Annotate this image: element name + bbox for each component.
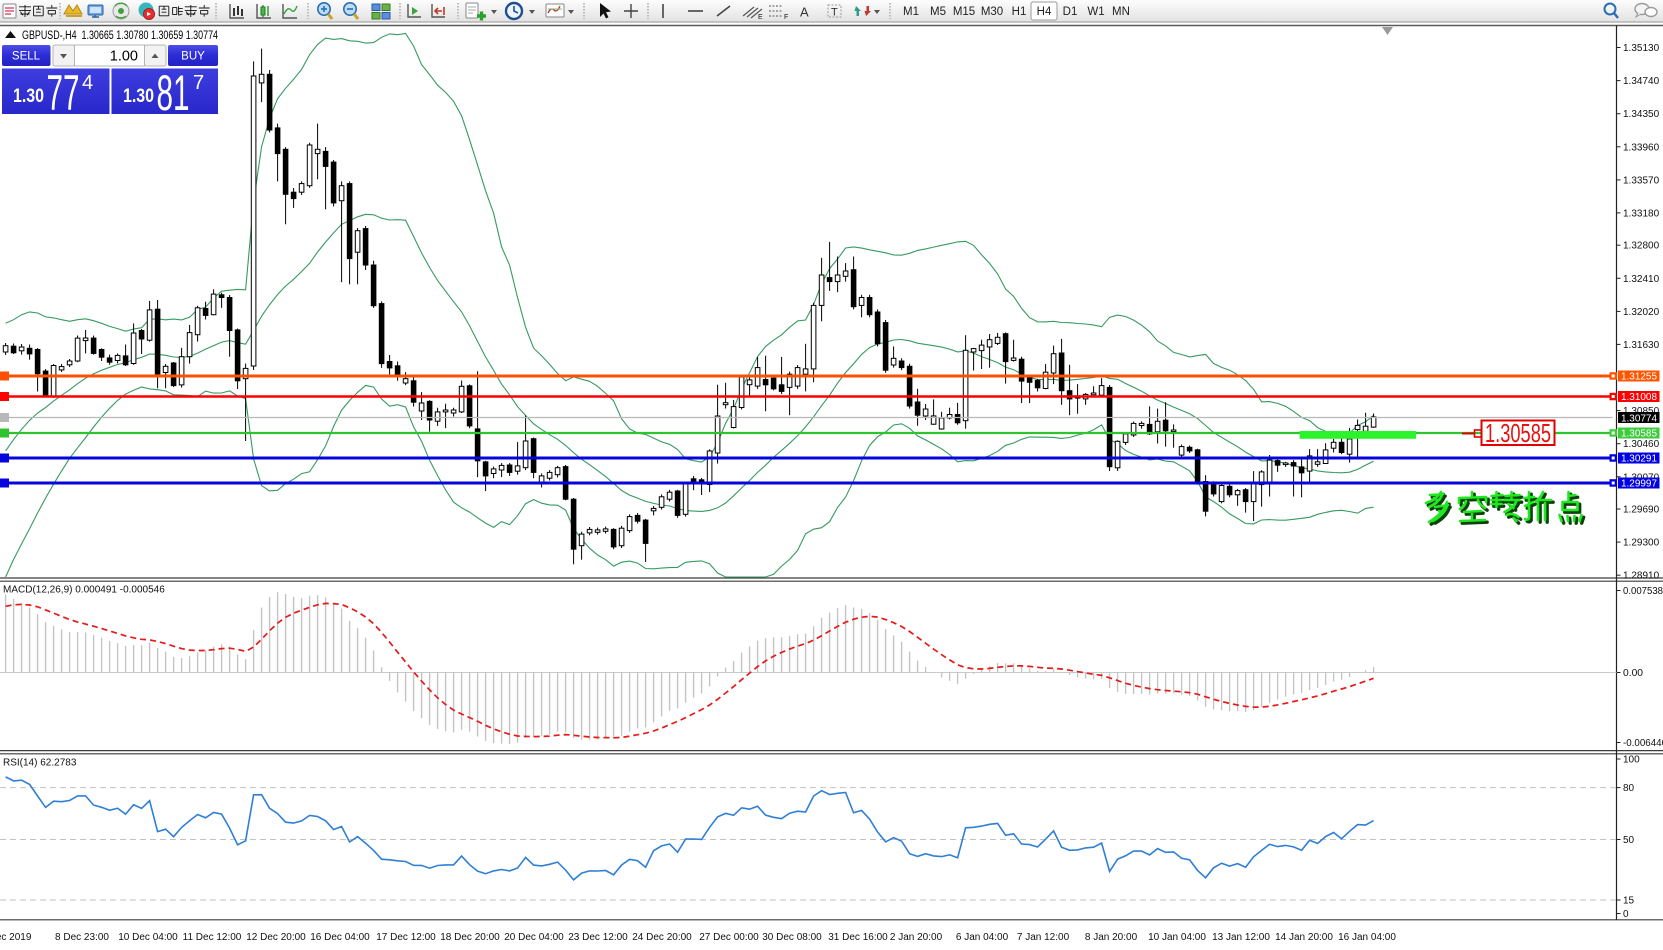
svg-text:77: 77 (47, 65, 80, 121)
svg-text:11 Dec 12:00: 11 Dec 12:00 (183, 932, 242, 943)
svg-text:16 Jan 04:00: 16 Jan 04:00 (1338, 932, 1396, 943)
svg-text:A: A (800, 5, 809, 20)
svg-text:6 Jan 04:00: 6 Jan 04:00 (956, 932, 1009, 943)
svg-text:Dec 2019: Dec 2019 (0, 932, 32, 943)
svg-text:15: 15 (1623, 896, 1635, 907)
svg-text:20 Dec 04:00: 20 Dec 04:00 (504, 932, 564, 943)
svg-text:H1: H1 (1012, 6, 1027, 18)
svg-text:1.33960: 1.33960 (1623, 142, 1660, 153)
svg-text:1.35130: 1.35130 (1623, 43, 1660, 54)
svg-text:1.33570: 1.33570 (1623, 175, 1660, 186)
svg-text:1.29997: 1.29997 (1621, 479, 1657, 490)
svg-text:7 Jan 12:00: 7 Jan 12:00 (1017, 932, 1070, 943)
svg-text:RSI(14) 62.2783: RSI(14) 62.2783 (3, 758, 77, 769)
svg-text:1.30774: 1.30774 (1621, 414, 1657, 425)
svg-text:0: 0 (1623, 909, 1629, 920)
svg-text:1.30291: 1.30291 (1621, 454, 1657, 465)
svg-text:1.29300: 1.29300 (1623, 538, 1660, 549)
svg-text:10 Dec 04:00: 10 Dec 04:00 (118, 932, 178, 943)
svg-text:H4: H4 (1037, 6, 1052, 18)
svg-text:81: 81 (157, 65, 190, 121)
svg-text:1.33180: 1.33180 (1623, 208, 1660, 219)
svg-text:16 Dec 04:00: 16 Dec 04:00 (310, 932, 370, 943)
svg-text:SELL: SELL (12, 51, 41, 63)
svg-text:1.32800: 1.32800 (1623, 241, 1660, 252)
svg-text:MN: MN (1112, 6, 1130, 18)
svg-text:8 Jan 20:00: 8 Jan 20:00 (1085, 932, 1138, 943)
svg-text:8 Dec 23:00: 8 Dec 23:00 (55, 932, 109, 943)
svg-text:1.32020: 1.32020 (1623, 307, 1660, 318)
svg-text:0.00: 0.00 (1623, 668, 1643, 679)
svg-text:M5: M5 (930, 6, 946, 18)
svg-text:-0.006446: -0.006446 (1623, 738, 1663, 749)
svg-text:17 Dec 12:00: 17 Dec 12:00 (376, 932, 436, 943)
svg-text:7: 7 (193, 72, 204, 94)
svg-text:1.30850: 1.30850 (1623, 406, 1660, 417)
svg-text:M15: M15 (953, 6, 975, 18)
svg-text:24 Dec 20:00: 24 Dec 20:00 (632, 932, 692, 943)
svg-text:F: F (784, 14, 788, 21)
svg-text:1.30: 1.30 (123, 86, 154, 107)
svg-text:T: T (831, 7, 838, 19)
svg-text:27 Dec 00:00: 27 Dec 00:00 (699, 932, 759, 943)
svg-text:13 Jan 12:00: 13 Jan 12:00 (1212, 932, 1270, 943)
svg-text:1.32410: 1.32410 (1623, 274, 1660, 285)
svg-text:10 Jan 04:00: 10 Jan 04:00 (1148, 932, 1206, 943)
svg-text:100: 100 (1623, 755, 1640, 766)
svg-text:1.34740: 1.34740 (1623, 76, 1660, 87)
svg-text:1.31008: 1.31008 (1621, 392, 1657, 403)
svg-text:18 Dec 20:00: 18 Dec 20:00 (440, 932, 500, 943)
svg-text:E: E (758, 14, 763, 21)
svg-text:2 Jan 20:00: 2 Jan 20:00 (890, 932, 943, 943)
svg-text:1.28910: 1.28910 (1623, 571, 1660, 582)
svg-text:MACD(12,26,9) 0.000491 -0.0005: MACD(12,26,9) 0.000491 -0.000546 (3, 585, 165, 596)
svg-text:4: 4 (82, 72, 93, 94)
svg-text:30 Dec 08:00: 30 Dec 08:00 (762, 932, 822, 943)
svg-text:GBPUSD-,H4 1.30665 1.30780 1.: GBPUSD-,H4 1.30665 1.30780 1.30659 1.307… (22, 30, 218, 42)
svg-text:12 Dec 20:00: 12 Dec 20:00 (246, 932, 306, 943)
svg-text:M1: M1 (903, 6, 919, 18)
svg-text:M30: M30 (981, 6, 1003, 18)
svg-text:80: 80 (1623, 783, 1635, 794)
svg-text:1.00: 1.00 (110, 49, 138, 65)
svg-text:1.30460: 1.30460 (1623, 439, 1660, 450)
svg-text:1.30: 1.30 (13, 86, 44, 107)
svg-text:50: 50 (1623, 835, 1635, 846)
svg-text:14 Jan 20:00: 14 Jan 20:00 (1275, 932, 1333, 943)
svg-text:23 Dec 12:00: 23 Dec 12:00 (568, 932, 628, 943)
svg-text:1.31630: 1.31630 (1623, 340, 1660, 351)
svg-text:D1: D1 (1063, 6, 1078, 18)
svg-text:W1: W1 (1087, 6, 1104, 18)
svg-text:31 Dec 16:00: 31 Dec 16:00 (828, 932, 888, 943)
svg-text:1.29690: 1.29690 (1623, 505, 1660, 516)
svg-text:1.31255: 1.31255 (1621, 372, 1657, 383)
svg-text:1.34350: 1.34350 (1623, 109, 1660, 120)
svg-text:1.30585: 1.30585 (1621, 429, 1657, 440)
svg-text:BUY: BUY (181, 51, 205, 63)
svg-text:0.007538: 0.007538 (1623, 586, 1663, 597)
svg-text:1.30585: 1.30585 (1485, 418, 1551, 448)
